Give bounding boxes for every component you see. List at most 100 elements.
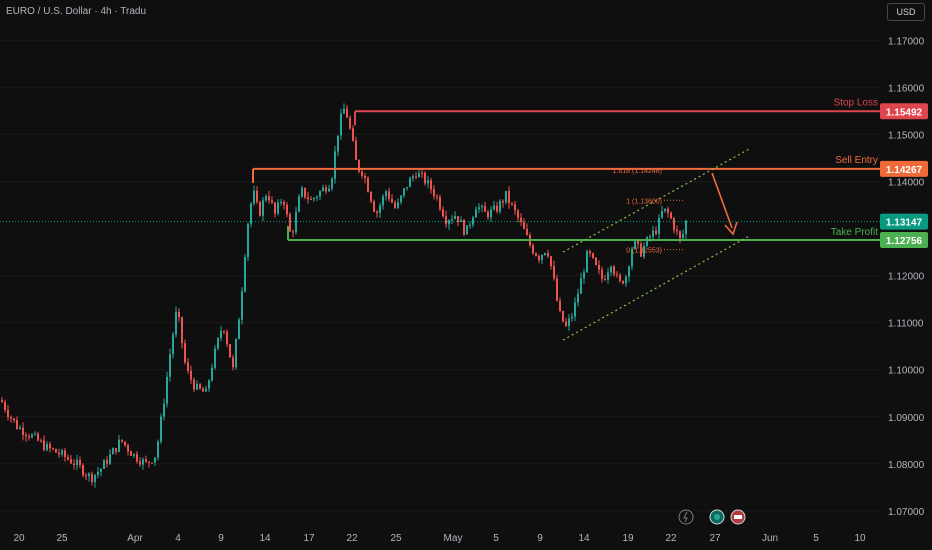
fib-0-label: 0 (1.12553) <box>626 248 662 255</box>
candle-body <box>37 433 39 441</box>
sell-entry-badge <box>880 160 928 177</box>
candle-body <box>358 159 360 172</box>
candle-body <box>460 220 462 222</box>
candle-body <box>253 190 255 204</box>
candle-body <box>385 191 387 197</box>
candle-body <box>118 439 120 452</box>
candle-body <box>256 190 258 202</box>
candle-body <box>19 427 21 429</box>
candle-body <box>193 379 195 390</box>
candle-body <box>97 471 99 475</box>
candle-body <box>208 380 210 389</box>
candle-body <box>436 196 438 198</box>
candle-body <box>226 331 228 345</box>
lightning-icon[interactable] <box>678 509 694 525</box>
candle-body <box>607 272 609 280</box>
candle-body <box>466 225 468 235</box>
candle-body <box>652 230 654 237</box>
candle-body <box>457 215 459 222</box>
candle-body <box>634 241 636 249</box>
candle-body <box>34 433 36 435</box>
candle-body <box>244 256 246 292</box>
candle-body <box>352 128 354 141</box>
candle-body <box>61 450 63 455</box>
candle-body <box>331 178 333 189</box>
candle-body <box>397 202 399 208</box>
candle-body <box>4 402 6 411</box>
price-tick-label: 1.16000 <box>888 83 925 94</box>
candle-body <box>148 461 150 463</box>
candle-body <box>103 460 105 469</box>
stop-loss-badge-text: 1.15492 <box>886 107 923 118</box>
channel-upper-line <box>562 148 751 253</box>
flag-icon-stripe <box>734 515 742 519</box>
time-tick-label: 25 <box>56 533 68 544</box>
candle-body <box>274 202 276 214</box>
candle-body <box>472 217 474 225</box>
candle-body <box>463 220 465 235</box>
candle-body <box>64 450 66 457</box>
candle-body <box>550 256 552 267</box>
candle-body <box>76 459 78 465</box>
candle-body <box>268 196 270 201</box>
indicator-icon-dot <box>714 514 720 520</box>
fib-1-label: 1 (1.13600) <box>626 198 662 205</box>
candle-body <box>13 418 15 421</box>
candle-body <box>619 274 621 281</box>
candle-body <box>571 316 573 319</box>
candle-body <box>259 201 261 216</box>
candle-body <box>520 217 522 222</box>
candle-body <box>112 448 114 455</box>
candle-body <box>532 245 534 254</box>
candle-body <box>655 230 657 234</box>
projection-arrow-line <box>711 172 733 229</box>
candle-body <box>409 178 411 188</box>
candle-body <box>490 209 492 218</box>
candle-body <box>145 459 147 462</box>
candle-body <box>124 441 126 446</box>
candle-body <box>364 175 366 179</box>
candle-body <box>40 440 42 442</box>
candle-body <box>52 448 54 450</box>
candle-body <box>91 473 93 483</box>
projection-arrow-head <box>724 221 738 236</box>
candle-body <box>616 274 618 276</box>
candle-body <box>25 434 27 437</box>
candle-body <box>592 253 594 258</box>
time-tick-label: May <box>444 533 463 544</box>
sell-entry-badge-text: 1.14267 <box>886 165 923 176</box>
candle-body <box>544 253 546 255</box>
chart-grid <box>0 39 880 512</box>
candle-body <box>136 453 138 462</box>
candle-body <box>16 420 18 429</box>
symbol-title[interactable]: EURO / U.S. Dollar · 4h · Tradu <box>6 6 147 17</box>
candle-body <box>322 187 324 192</box>
candle-body <box>313 197 315 200</box>
candle-body <box>10 417 12 419</box>
candle-body <box>538 255 540 261</box>
candle-body <box>304 187 306 198</box>
lightning-icon-glyph <box>683 511 688 523</box>
candle-body <box>517 210 519 218</box>
candle-body <box>73 463 75 465</box>
candle-body <box>343 108 345 114</box>
candle-body <box>133 453 135 456</box>
time-tick-label: 17 <box>303 533 315 544</box>
candle-body <box>241 291 243 320</box>
candle-body <box>49 443 51 449</box>
candle-body <box>454 215 456 219</box>
currency-selector[interactable]: USD <box>887 3 925 21</box>
candle-body <box>187 362 189 371</box>
candle-body <box>643 245 645 257</box>
candle-body <box>664 208 666 212</box>
candle-body <box>640 243 642 257</box>
time-tick-label: 19 <box>622 533 634 544</box>
candle-body <box>406 187 408 189</box>
candle-body <box>286 204 288 215</box>
candle-body <box>445 216 447 225</box>
candle-body <box>55 449 57 453</box>
candle-body <box>604 278 606 280</box>
candle-body <box>130 451 132 456</box>
candle-body <box>481 206 483 208</box>
